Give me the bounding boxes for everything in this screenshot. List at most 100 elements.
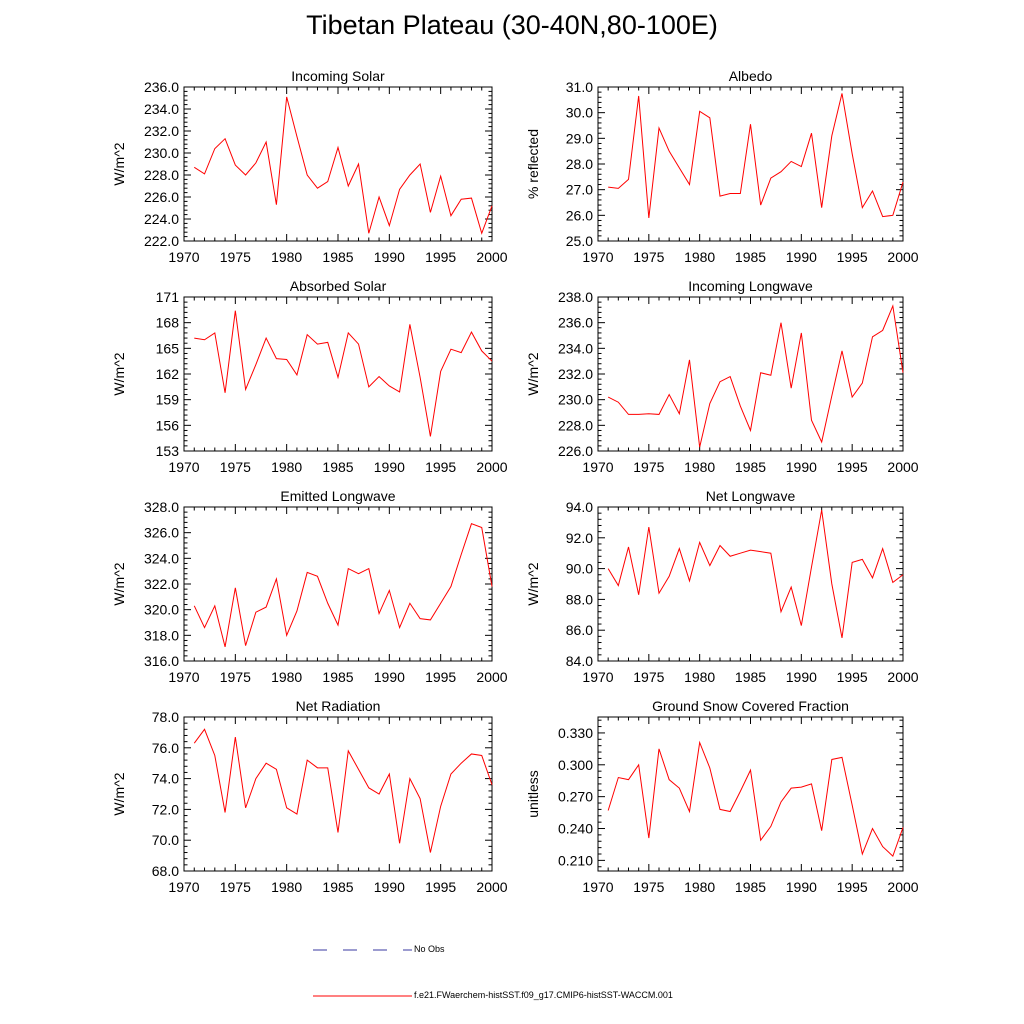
panel-1-xtick-label: 1970 — [168, 249, 199, 265]
panel-2-ytick-label: 25.0 — [566, 233, 593, 249]
panel-6-ytick-label: 92.0 — [566, 530, 593, 546]
panel-7-series-line-1 — [193, 728, 493, 853]
panel-2-xtick-label: 1975 — [633, 249, 664, 265]
panel-4-xtick-label: 1985 — [735, 459, 766, 475]
panel-6-xtick-label: 1985 — [735, 669, 766, 685]
panel-3-ytick-label: 159 — [156, 392, 180, 408]
panel-8-ytick-label: 0.270 — [558, 789, 593, 805]
panel-1-frame — [183, 86, 493, 242]
panel-1-ytick-label: 226.0 — [144, 189, 179, 205]
panel-4-ytick-label: 232.0 — [558, 366, 593, 382]
panel-2-xtick-label: 1980 — [684, 249, 715, 265]
panel-5-ytick-label: 318.0 — [144, 627, 179, 643]
panel-2-xtick-label: 1970 — [582, 249, 613, 265]
panel-6-xtick-label: 1975 — [633, 669, 664, 685]
panel-8-ylabel: unitless — [525, 770, 541, 817]
panel-7-title: Net Radiation — [296, 698, 381, 714]
panel-4-xtick-label: 1970 — [582, 459, 613, 475]
panel-1-ytick-label: 222.0 — [144, 233, 179, 249]
panel-1-ylabel: W/m^2 — [111, 142, 127, 185]
panel-2-xtick-label: 1990 — [786, 249, 817, 265]
panel-7-ytick-label: 74.0 — [152, 771, 179, 787]
panel-3-xtick-label: 1970 — [168, 459, 199, 475]
panel-4-ytick-label: 230.0 — [558, 392, 593, 408]
panel-5-ytick-label: 316.0 — [144, 653, 179, 669]
panel-8-title: Ground Snow Covered Fraction — [652, 698, 849, 714]
panel-1-ytick-label: 232.0 — [144, 123, 179, 139]
panel-1-ytick-label: 234.0 — [144, 101, 179, 117]
panel-2-ytick-label: 31.0 — [566, 79, 593, 95]
panel-3-xtick-label: 2000 — [476, 459, 507, 475]
panel-3-ytick-label: 171 — [156, 289, 180, 305]
panel-6-xtick-label: 2000 — [887, 669, 918, 685]
panel-1-xtick-label: 1980 — [271, 249, 302, 265]
panel-5-ytick-label: 320.0 — [144, 602, 179, 618]
panel-7-xtick-label: 1975 — [220, 879, 251, 895]
panel-8-frame — [597, 716, 904, 872]
panel-3-frame — [183, 296, 493, 452]
panel-3-xtick-label: 1980 — [271, 459, 302, 475]
panel-1-xtick-label: 1995 — [425, 249, 456, 265]
panel-5-frame — [183, 506, 493, 662]
panel-3-ytick-label: 168 — [156, 315, 180, 331]
panel-2-xtick-label: 1995 — [837, 249, 868, 265]
panel-8-ytick-label: 0.210 — [558, 852, 593, 868]
panel-1-title: Incoming Solar — [291, 68, 385, 84]
panel-3-xtick-label: 1975 — [220, 459, 251, 475]
panel-5-series-line-1 — [193, 523, 493, 648]
panel-1-ytick-label: 236.0 — [144, 79, 179, 95]
panel-2-xtick-label: 2000 — [887, 249, 918, 265]
panel-8-xtick-label: 2000 — [887, 879, 918, 895]
panel-8-ytick-label: 0.240 — [558, 821, 593, 837]
panel-5-xtick-label: 1985 — [322, 669, 353, 685]
panel-7-ylabel: W/m^2 — [111, 772, 127, 815]
panel-4-ytick-label: 238.0 — [558, 289, 593, 305]
panel-6-ytick-label: 88.0 — [566, 591, 593, 607]
panel-6-xtick-label: 1970 — [582, 669, 613, 685]
panel-2-title: Albedo — [729, 68, 773, 84]
panel-8-ytick-label: 0.330 — [558, 725, 593, 741]
panel-4-xtick-label: 2000 — [887, 459, 918, 475]
panel-3-xtick-label: 1995 — [425, 459, 456, 475]
panel-4-xtick-label: 1990 — [786, 459, 817, 475]
panel-5-title: Emitted Longwave — [280, 488, 395, 504]
panel-3-ytick-label: 165 — [156, 340, 180, 356]
panel-7-ytick-label: 72.0 — [152, 801, 179, 817]
panel-5-ytick-label: 324.0 — [144, 550, 179, 566]
panel-2-ytick-label: 26.0 — [566, 207, 593, 223]
panel-7-xtick-label: 2000 — [476, 879, 507, 895]
panel-7-xtick-label: 1970 — [168, 879, 199, 895]
panel-5-xtick-label: 1975 — [220, 669, 251, 685]
panel-8-xtick-label: 1975 — [633, 879, 664, 895]
panel-1-ytick-label: 230.0 — [144, 145, 179, 161]
panel-1-ytick-label: 228.0 — [144, 167, 179, 183]
panel-3-series-line-1 — [194, 310, 493, 437]
panel-4-ytick-label: 234.0 — [558, 340, 593, 356]
panel-2-ylabel: % reflected — [525, 129, 541, 199]
panel-8-xtick-label: 1985 — [735, 879, 766, 895]
panel-7-xtick-label: 1980 — [271, 879, 302, 895]
panel-4-series-line-1 — [607, 304, 904, 448]
panel-6-xtick-label: 1995 — [837, 669, 868, 685]
panel-2-xtick-label: 1985 — [735, 249, 766, 265]
panel-4-xtick-label: 1975 — [633, 459, 664, 475]
panel-1-series-line-1 — [193, 96, 493, 235]
panel-5-ytick-label: 326.0 — [144, 525, 179, 541]
panel-8-ytick-label: 0.300 — [558, 757, 593, 773]
panel-2-ytick-label: 30.0 — [566, 105, 593, 121]
panel-2-ytick-label: 27.0 — [566, 182, 593, 198]
panel-5-xtick-label: 1970 — [168, 669, 199, 685]
panel-3-ytick-label: 156 — [156, 417, 180, 433]
panel-8-series-line-1 — [607, 740, 904, 858]
panel-7-ytick-label: 68.0 — [152, 863, 179, 879]
panel-1-ytick-label: 224.0 — [144, 211, 179, 227]
panel-4-xtick-label: 1995 — [837, 459, 868, 475]
panel-6-ytick-label: 94.0 — [566, 499, 593, 515]
panel-5-ytick-label: 328.0 — [144, 499, 179, 515]
panel-6-ylabel: W/m^2 — [525, 562, 541, 605]
panel-2-series-line-1 — [608, 93, 904, 218]
panel-6-ytick-label: 84.0 — [566, 653, 593, 669]
panel-3-ytick-label: 162 — [156, 366, 180, 382]
panel-2-frame — [597, 86, 904, 242]
